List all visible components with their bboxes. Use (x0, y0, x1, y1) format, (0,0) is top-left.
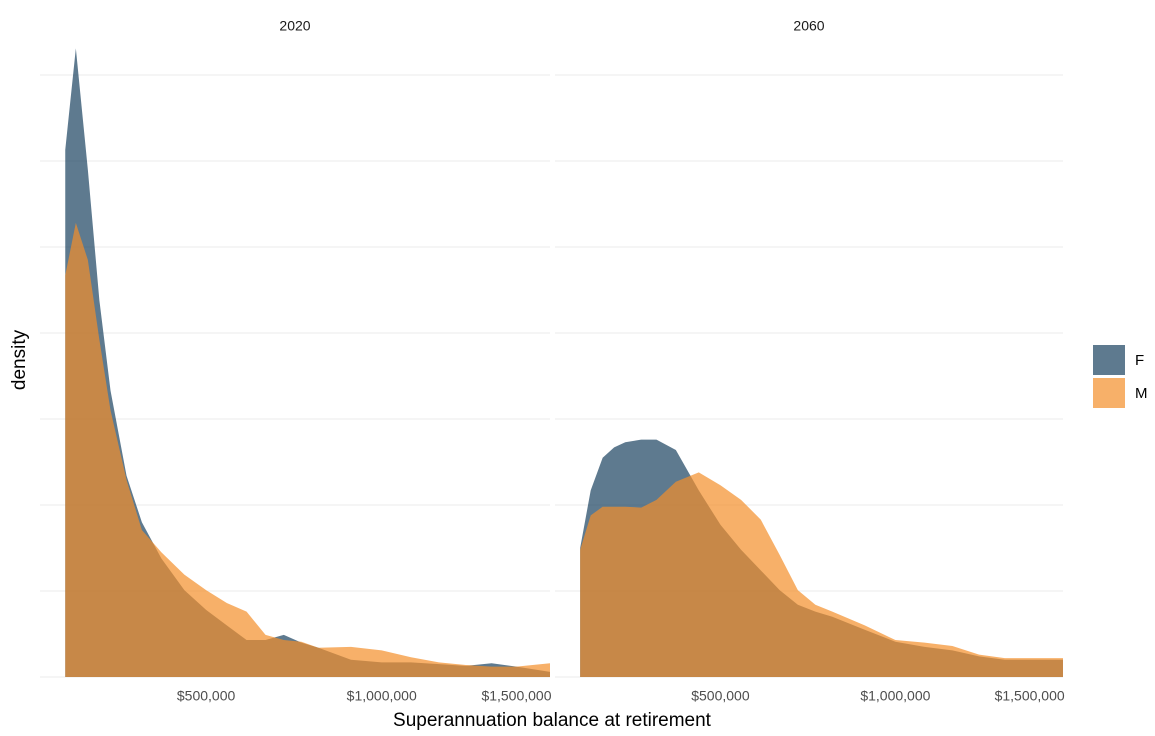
y-axis-title: density (9, 329, 30, 390)
x-tick-label: $1,000,000 (860, 688, 930, 704)
x-axis-title: Superannuation balance at retirement (393, 710, 712, 731)
density-area (65, 222, 551, 678)
x-tick-label: $1,500,000 (995, 688, 1065, 704)
legend-label: M (1135, 385, 1148, 402)
legend-key (1093, 378, 1125, 408)
density-area (580, 472, 1063, 677)
legend-label: F (1135, 352, 1144, 369)
legend-key (1093, 345, 1125, 375)
x-tick-label: $1,500,000 (481, 688, 551, 704)
x-tick-label: $500,000 (177, 688, 236, 704)
facet-title: 2020 (279, 18, 310, 34)
x-tick-label: $500,000 (691, 688, 750, 704)
facet-title: 2060 (793, 18, 824, 34)
x-tick-label: $1,000,000 (347, 688, 417, 704)
